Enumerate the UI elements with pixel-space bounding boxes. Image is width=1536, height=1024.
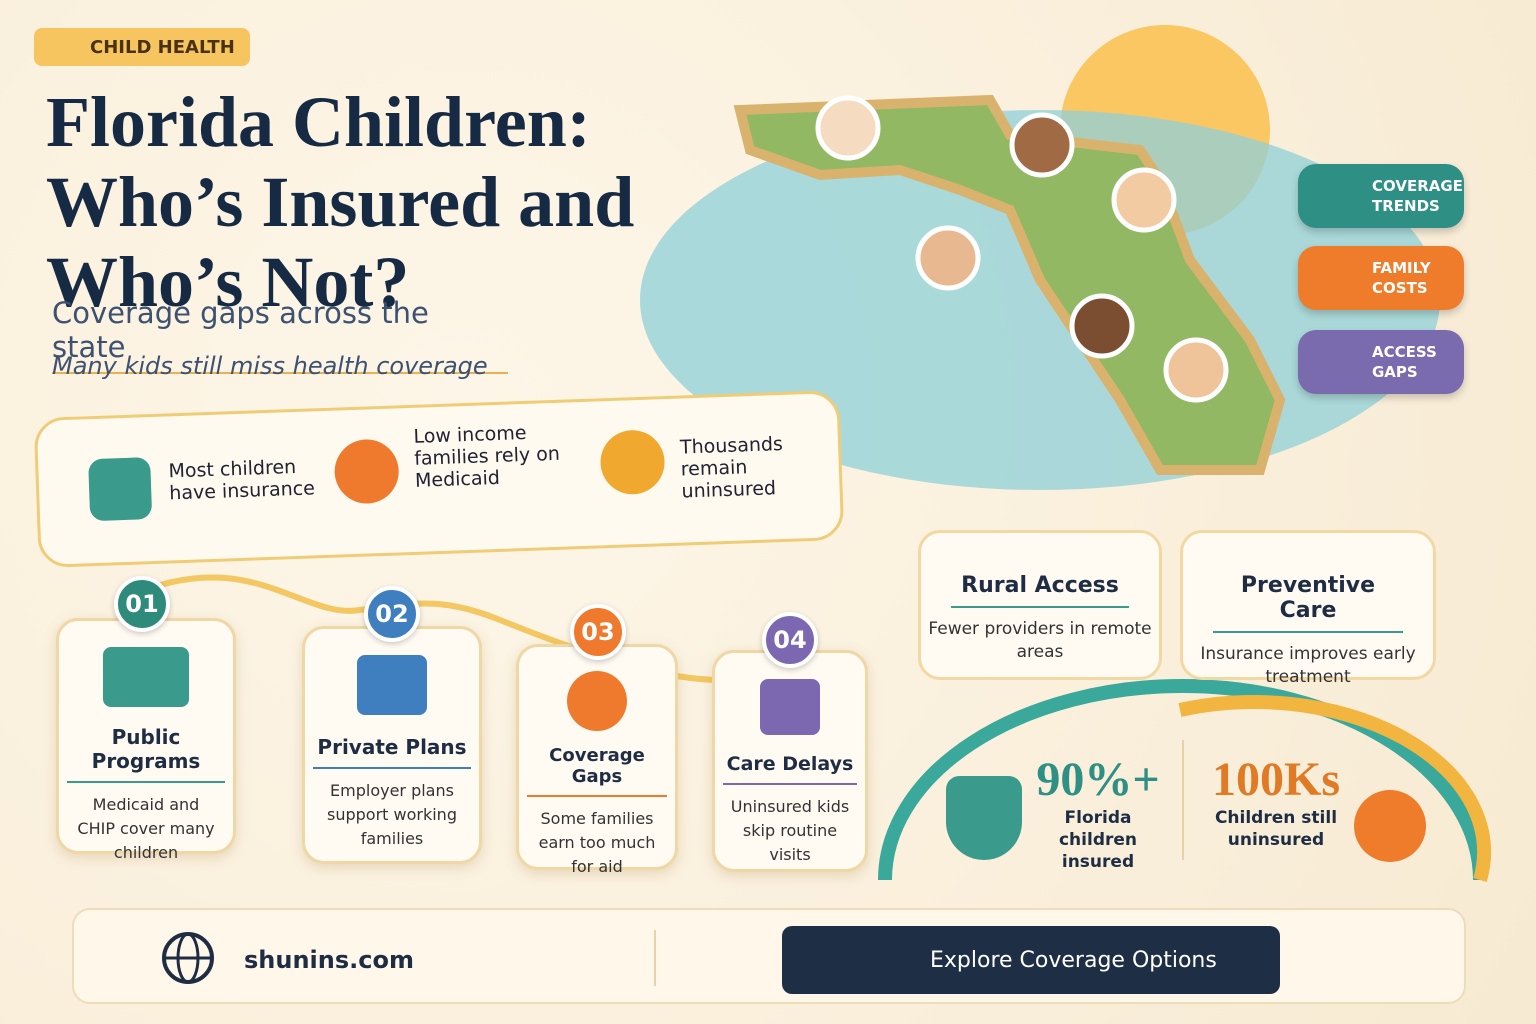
category-badge: CHILD HEALTH	[34, 28, 250, 66]
step-number: 04	[762, 612, 818, 668]
icon	[357, 655, 427, 715]
step-number: 01	[114, 576, 170, 632]
stat-value: 90%+	[1036, 753, 1160, 806]
title-line: Florida Children:	[46, 82, 591, 162]
icon	[103, 647, 189, 707]
step-text: Employer plans support working families	[327, 781, 457, 848]
globe-icon	[162, 932, 214, 984]
card-title: Preventive Care	[1213, 573, 1403, 633]
divider	[654, 930, 656, 986]
step-title: Public Programs	[67, 725, 225, 783]
shield-icon	[946, 776, 1022, 860]
step-number: 02	[364, 586, 420, 642]
icon	[760, 679, 820, 735]
stat-label: Children still uninsured	[1214, 808, 1338, 850]
step-card: Care Delays Uninsured kids skip routine …	[712, 650, 868, 872]
website[interactable]: shunins.com	[244, 946, 414, 974]
icon	[599, 429, 666, 496]
card-text: Fewer providers in remote areas	[928, 619, 1152, 662]
step-card: Public Programs Medicaid and CHIP cover …	[56, 618, 236, 862]
step-title: Coverage Gaps	[527, 745, 667, 797]
step-text: Some families earn too much for aid	[538, 809, 656, 876]
gauge-arc	[878, 678, 1487, 881]
alert-icon	[1354, 790, 1426, 862]
step-title: Care Delays	[723, 753, 857, 785]
step-title: Private Plans	[313, 735, 471, 769]
side-button[interactable]: FAMILY COSTS	[1298, 246, 1464, 310]
title-line: Who’s Not?	[46, 242, 410, 322]
highlight: Most children have insurance	[168, 455, 316, 505]
stat: 100Ks Children still uninsured	[1206, 752, 1346, 851]
stat-label: Florida children insured	[1058, 808, 1138, 872]
side-button[interactable]: COVERAGE TRENDS	[1298, 164, 1464, 228]
step-text: Uninsured kids skip routine visits	[730, 797, 850, 864]
cta-button[interactable]: Explore Coverage Options	[782, 926, 1280, 994]
tagline: Many kids still miss health coverage	[52, 352, 488, 380]
step-card: Coverage Gaps Some families earn too muc…	[516, 644, 678, 876]
highlight: Low income families rely on Medicaid	[413, 421, 561, 492]
title: Florida Children: Who’s Insured and Who’…	[46, 82, 634, 322]
stat: 90%+ Florida children insured	[1030, 752, 1166, 873]
highlight: Thousands remain uninsured	[679, 432, 784, 503]
step-text: Medicaid and CHIP cover many children	[77, 795, 215, 862]
info-card: Rural Access Fewer providers in remote a…	[918, 530, 1162, 680]
icon	[88, 457, 153, 522]
info-card: Preventive Care Insurance improves early…	[1180, 530, 1436, 687]
gauge-arc-warn	[1178, 695, 1491, 882]
icon	[567, 671, 627, 731]
subtitle: Coverage gaps across the state	[52, 296, 508, 374]
card-text: Insurance improves early treatment	[1200, 644, 1416, 687]
divider	[1182, 740, 1184, 860]
footer: shunins.com Explore Coverage Options	[72, 908, 1466, 1004]
card-title: Rural Access	[951, 573, 1129, 608]
side-button[interactable]: ACCESS GAPS	[1298, 330, 1464, 394]
avatars	[815, 95, 1229, 403]
stat-value: 100Ks	[1211, 753, 1340, 806]
highlights-banner: Most children have insurance Low income …	[33, 389, 845, 569]
title-line: Who’s Insured and	[46, 162, 635, 242]
step-card: Private Plans Employer plans support wor…	[302, 626, 482, 864]
step-number: 03	[570, 604, 626, 660]
icon	[333, 438, 400, 505]
